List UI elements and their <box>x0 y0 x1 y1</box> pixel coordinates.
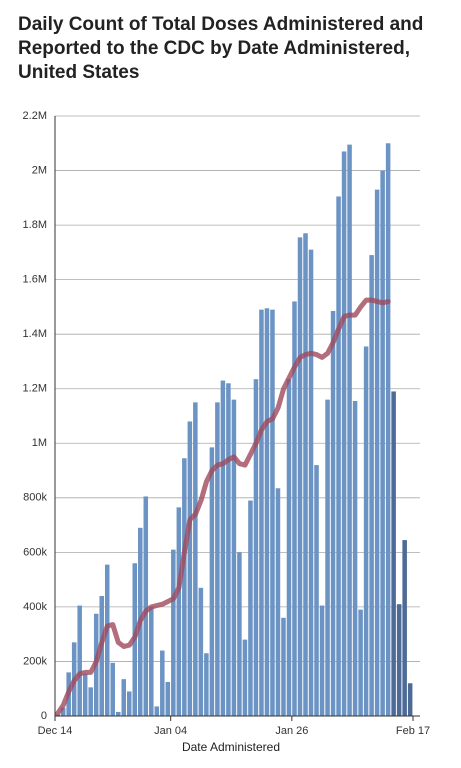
y-tick-label: 1.8M <box>23 219 47 231</box>
bar <box>330 311 336 716</box>
x-axis-label: Date Administered <box>182 740 280 754</box>
bar <box>275 488 281 716</box>
y-tick-label: 2M <box>32 164 47 176</box>
bar <box>308 249 314 717</box>
bar <box>286 379 292 716</box>
bar <box>149 606 154 716</box>
bar <box>187 421 193 716</box>
y-tick-label: 1.4M <box>23 328 47 340</box>
y-tick-label: 400k <box>23 601 47 613</box>
bar <box>77 605 82 716</box>
bar <box>182 458 187 716</box>
bar <box>358 609 363 716</box>
y-tick-label: 200k <box>23 655 47 667</box>
bar <box>115 711 121 716</box>
y-tick-label: 1.6M <box>23 274 47 286</box>
x-tick-label: Feb 17 <box>396 725 430 737</box>
bar <box>347 144 352 717</box>
bar <box>242 639 248 716</box>
x-tick-label: Jan 26 <box>275 725 308 737</box>
bar <box>303 233 308 717</box>
bar <box>264 308 270 716</box>
bar <box>226 383 231 716</box>
bar <box>314 465 319 716</box>
bar <box>369 255 374 716</box>
bar <box>160 650 165 716</box>
bar <box>363 346 369 716</box>
bar <box>237 552 242 716</box>
bar <box>336 196 341 717</box>
bar <box>165 681 171 716</box>
bar <box>104 564 110 716</box>
average-line <box>55 297 391 716</box>
bar <box>292 301 297 716</box>
bar <box>198 587 204 716</box>
bar <box>396 604 402 716</box>
y-tick-label: 2.2M <box>23 110 47 122</box>
bar <box>154 706 160 716</box>
y-tick-label: 600k <box>23 546 47 558</box>
bar <box>204 653 209 716</box>
bar <box>220 380 226 716</box>
bar <box>171 549 176 716</box>
y-tick-label: 1M <box>32 437 47 449</box>
bar <box>60 707 66 716</box>
bar <box>391 391 396 716</box>
bar <box>341 151 347 717</box>
chart-title: Reported to the CDC by Date Administered… <box>18 38 410 59</box>
bar <box>110 662 115 716</box>
chart-title: United States <box>18 62 139 83</box>
y-tick-label: 800k <box>23 492 47 504</box>
bar <box>297 237 303 716</box>
bar <box>121 679 127 716</box>
bar <box>231 399 237 716</box>
bar <box>407 683 413 716</box>
x-tick-label: Dec 14 <box>38 725 73 737</box>
bar <box>127 691 132 716</box>
bar <box>209 447 215 716</box>
bar <box>380 170 385 716</box>
bar <box>143 496 149 716</box>
bar <box>253 379 259 716</box>
x-tick-label: Jan 04 <box>154 725 187 737</box>
bar <box>270 309 275 716</box>
bar <box>193 402 198 716</box>
bar <box>248 500 253 716</box>
bar <box>352 401 358 716</box>
chart-title: Daily Count of Total Doses Administered … <box>18 14 423 35</box>
y-tick-label: 1.2M <box>23 383 47 395</box>
bar <box>88 687 93 716</box>
bar <box>325 399 330 716</box>
bar <box>402 540 407 716</box>
bar <box>176 507 182 716</box>
bar <box>281 617 286 716</box>
y-tick-label: 0 <box>41 710 47 722</box>
bar <box>215 402 220 716</box>
bar <box>82 673 88 716</box>
bar <box>385 143 391 717</box>
bar <box>374 189 380 717</box>
bar <box>99 596 104 716</box>
bar <box>319 605 325 716</box>
bar <box>259 309 264 716</box>
